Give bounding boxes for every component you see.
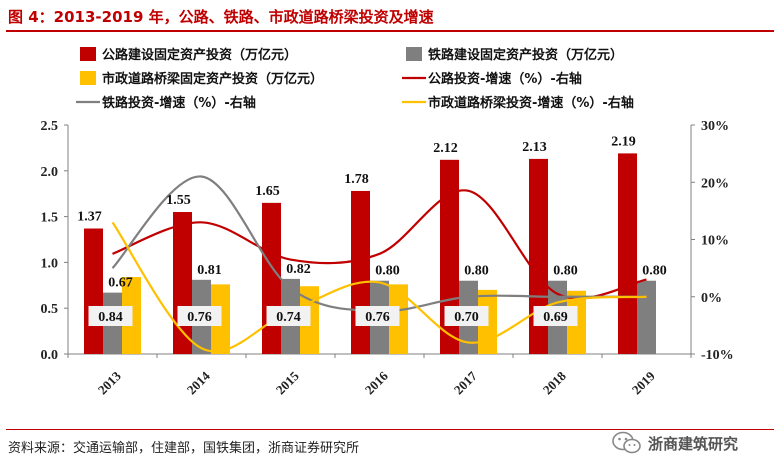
bar bbox=[262, 202, 281, 354]
source-note: 资料来源：交通运输部，住建部，国铁集团，浙商证券研究所 bbox=[8, 441, 360, 456]
bar bbox=[351, 190, 370, 354]
y-right-tick-label: 30% bbox=[701, 119, 729, 134]
bar-value-label: 0.80 bbox=[642, 264, 667, 279]
bar-value-label: 0.84 bbox=[98, 310, 123, 325]
legend-label: 公路投资-增速（%）-右轴 bbox=[428, 71, 582, 87]
legend-label: 铁路建设固定资产投资（万亿元） bbox=[427, 47, 623, 63]
chart-data-labels: 1.37 1.55 1.65 1.78 2.12 2.13 2.19 0.67 0.81 0.82… bbox=[77, 134, 667, 326]
y-right-tick-label: 0% bbox=[701, 291, 722, 306]
bar-value-label: 0.69 bbox=[543, 310, 568, 325]
legend-label: 市政道路桥梁投资-增速（%）-右轴 bbox=[428, 95, 634, 111]
bar-value-label: 0.80 bbox=[375, 264, 400, 279]
growth-line bbox=[112, 189, 647, 300]
source-rule bbox=[6, 429, 774, 430]
x-tick-label: 2016 bbox=[362, 368, 391, 397]
bar bbox=[529, 158, 548, 354]
bar-value-label: 0.70 bbox=[454, 310, 479, 325]
bar-value-label-box bbox=[177, 306, 222, 326]
watermark: 浙商建筑研究 bbox=[612, 424, 776, 462]
x-tick-label: 2015 bbox=[273, 368, 302, 397]
bar-value-label-box bbox=[355, 306, 400, 326]
x-tick-label: 2019 bbox=[629, 368, 658, 397]
bar bbox=[637, 280, 656, 354]
growth-line bbox=[111, 221, 647, 353]
x-tick-label: 2014 bbox=[184, 368, 213, 397]
x-tick-label: 2013 bbox=[95, 368, 124, 397]
y-left-tick-label: 0.5 bbox=[41, 302, 59, 317]
bar-value-label: 1.65 bbox=[255, 184, 280, 199]
y-right-tick-label: 10% bbox=[701, 234, 729, 249]
bar-value-label: 1.37 bbox=[77, 210, 102, 225]
bar-value-label: 2.19 bbox=[611, 134, 636, 149]
chart-legend: 公路建设固定资产投资（万亿元） 铁路建设固定资产投资（万亿元） 市政道路桥梁固定资产… bbox=[76, 47, 634, 111]
y-right-tick-label: 20% bbox=[701, 176, 729, 191]
bar bbox=[618, 153, 637, 354]
bar-value-label: 1.55 bbox=[166, 193, 191, 208]
legend-label: 铁路投资-增速（%）-右轴 bbox=[101, 95, 256, 111]
bar-value-label-box bbox=[88, 306, 133, 326]
bar-value-label: 0.74 bbox=[276, 310, 301, 325]
y-left-tick-label: 1.5 bbox=[41, 211, 59, 226]
bar-value-label: 2.13 bbox=[522, 140, 547, 155]
figure-title: 图 4：2013-2019 年，公路、铁路、市政道路桥梁投资及增速 bbox=[8, 8, 434, 26]
bar bbox=[84, 228, 103, 354]
y-left-tick-label: 2.0 bbox=[41, 165, 59, 180]
legend-swatch bbox=[80, 71, 96, 85]
bar-value-label: 0.67 bbox=[108, 276, 133, 291]
legend-label: 公路建设固定资产投资（万亿元） bbox=[102, 47, 297, 63]
y-left-tick-label: 0.0 bbox=[41, 348, 59, 363]
title-rule bbox=[6, 30, 774, 32]
bar-value-label-box bbox=[444, 306, 489, 326]
y-left-tick-label: 1.0 bbox=[41, 256, 59, 271]
y-left-tick-label: 2.5 bbox=[41, 119, 59, 134]
bar-value-label: 0.80 bbox=[464, 264, 489, 279]
watermark-text: 浙商建筑研究 bbox=[648, 434, 739, 453]
bar bbox=[440, 159, 459, 354]
bar-value-label-box bbox=[533, 306, 578, 326]
bar-value-label: 0.80 bbox=[553, 264, 578, 279]
bar-value-label: 1.78 bbox=[344, 172, 369, 187]
bar-value-label: 0.81 bbox=[197, 263, 222, 278]
bar-value-label: 2.12 bbox=[433, 141, 458, 156]
x-tick-label: 2017 bbox=[451, 368, 480, 397]
wechat-icon bbox=[612, 431, 641, 454]
bar-value-label-box bbox=[266, 306, 311, 326]
legend-swatch bbox=[406, 47, 422, 61]
bar-value-label: 0.76 bbox=[365, 310, 390, 325]
y-right-tick-label: -10% bbox=[701, 348, 734, 363]
bar-value-label: 0.76 bbox=[187, 310, 212, 325]
legend-swatch bbox=[80, 47, 96, 61]
legend-label: 市政道路桥梁固定资产投资（万亿元） bbox=[102, 71, 323, 87]
bar-value-label: 0.82 bbox=[286, 262, 311, 277]
combo-chart: 0.0 0.5 1.0 1.5 2.0 2.5 -10% 0% 10% 20% 30% 2013 201… bbox=[41, 47, 734, 397]
x-tick-label: 2018 bbox=[540, 368, 569, 397]
